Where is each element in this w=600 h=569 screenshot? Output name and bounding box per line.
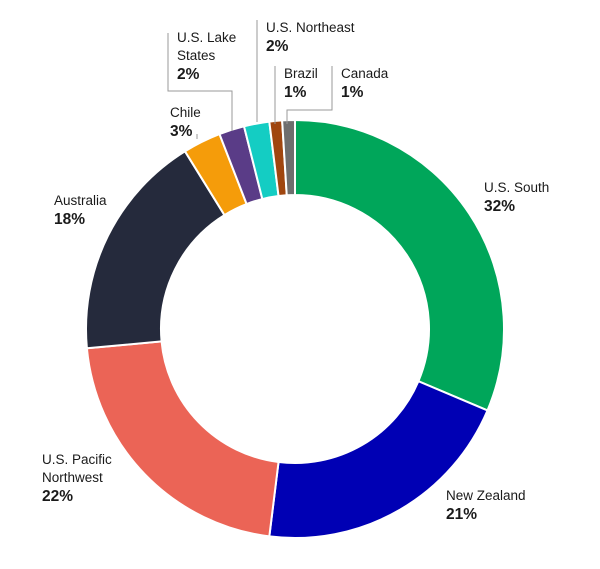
slice-value: 22% — [42, 488, 73, 505]
slice-label-u-s-south: U.S. South 32% — [484, 180, 549, 215]
slice-label-australia: Australia 18% — [54, 193, 107, 228]
slice-value: 1% — [284, 84, 307, 101]
label-leader-lines — [167, 20, 333, 139]
slice-name-line: Canada — [341, 66, 389, 81]
slice-name-line: Brazil — [284, 66, 318, 81]
slice-name-line: U.S. Pacific — [42, 452, 112, 467]
slice-new-zealand — [268, 379, 489, 539]
slice-label-u-s-pacific-northwest: U.S. Pacific Northwest 22% — [42, 452, 112, 505]
leader-line-u-s-lake-states — [167, 33, 233, 131]
slice-label-canada: Canada 1% — [341, 66, 389, 101]
slice-value: 3% — [170, 123, 193, 140]
leader-line-canada — [286, 66, 333, 124]
slice-label-u-s-lake-states: U.S. Lake States 2% — [177, 30, 236, 83]
slice-label-brazil: Brazil 1% — [284, 66, 318, 101]
slice-name-line: Northwest — [42, 470, 103, 485]
slice-label-u-s-northeast: U.S. Northeast 2% — [266, 20, 355, 55]
donut-slices — [85, 118, 505, 539]
slice-canada — [281, 118, 296, 197]
slice-u-s-pacific-northwest — [85, 340, 280, 538]
slice-name-line: States — [177, 48, 216, 63]
slice-value: 2% — [177, 66, 200, 83]
slice-name-line: Chile — [170, 105, 201, 120]
slice-value: 32% — [484, 198, 515, 215]
slice-u-s-south — [294, 118, 505, 412]
slice-labels: U.S. South 32% New Zealand 21% U.S. Pacific N… — [42, 20, 549, 523]
slice-label-chile: Chile 3% — [170, 105, 201, 140]
slice-name-line: Australia — [54, 193, 107, 208]
slice-label-new-zealand: New Zealand 21% — [446, 488, 526, 523]
slice-name-line: U.S. South — [484, 180, 549, 195]
slice-name-line: New Zealand — [446, 488, 526, 503]
slice-name-line: U.S. Northeast — [266, 20, 355, 35]
slice-value: 18% — [54, 211, 85, 228]
slice-value: 21% — [446, 506, 477, 523]
slice-value: 1% — [341, 84, 364, 101]
slice-name-line: U.S. Lake — [177, 30, 236, 45]
slice-value: 2% — [266, 38, 289, 55]
